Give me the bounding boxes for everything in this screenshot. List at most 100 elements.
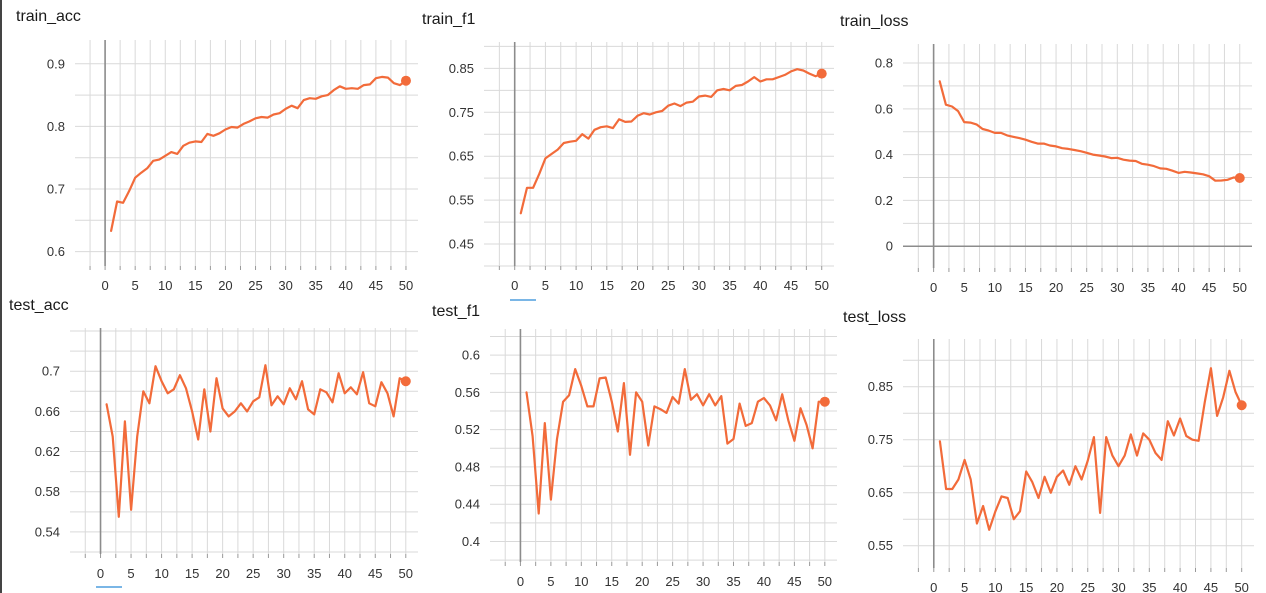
x-tick-label: 45: [1202, 280, 1216, 295]
x-tick-label: 0: [930, 580, 937, 593]
y-tick-label: 0.7: [42, 364, 60, 379]
x-tick-label: 10: [154, 566, 168, 581]
x-tick-label: 15: [605, 574, 619, 589]
chart-title: train_loss: [840, 13, 909, 30]
x-tick-label: 0: [511, 278, 518, 293]
chart-panel-test-loss: test_loss 0 5 10 15 20 25 30 35 40 45 50 0.55 0.65 0.…: [840, 296, 1266, 593]
x-tick-label: 5: [542, 278, 549, 293]
last-point-marker: [1236, 400, 1247, 411]
x-tick-label: 25: [1079, 280, 1093, 295]
y-tick-label: 0.55: [868, 538, 893, 553]
y-tick-label: 0.7: [47, 181, 65, 196]
x-tick-label: 50: [399, 566, 413, 581]
train-loss-plot: 0 5 10 15 20 25 30 35 40 45 50 0 0.2 0.4 0.6 0.8: [875, 44, 1252, 295]
x-tick-label: 0: [517, 574, 524, 589]
window-left-border: [0, 0, 2, 593]
chart-title: test_acc: [9, 297, 69, 314]
x-tick-label: 25: [665, 574, 679, 589]
x-tick-label: 40: [339, 278, 353, 293]
x-tick-label: 50: [399, 278, 413, 293]
y-tick-label: 0.8: [47, 119, 65, 134]
x-tick-label: 5: [961, 280, 968, 295]
y-tick-label: 0.66: [35, 404, 60, 419]
x-tick-label: 5: [127, 566, 134, 581]
chart-panel-train-acc: train_acc 0 5 10 15 20 25 30 35 40 45 50 0.6 0.7 0.8 0…: [0, 0, 422, 296]
y-tick-label: 0.4: [875, 147, 893, 162]
last-point-marker: [819, 396, 830, 407]
y-tick-label: 0.65: [868, 485, 893, 500]
x-tick-label: 45: [369, 278, 383, 293]
x-tick-label: 30: [1110, 280, 1124, 295]
y-tick-label: 0.6: [462, 348, 480, 363]
x-tick-label: 10: [158, 278, 172, 293]
x-tick-label: 45: [368, 566, 382, 581]
x-tick-label: 20: [215, 566, 229, 581]
test-acc-plot: 0 5 10 15 20 25 30 35 40 45 50 0.54 0.58 0.62 0.66 0.7: [35, 328, 418, 581]
series-line: [525, 367, 826, 515]
x-tick-label: 35: [307, 566, 321, 581]
chart-title: train_acc: [16, 8, 81, 25]
x-tick-label: 0: [101, 278, 108, 293]
x-tick-label: 35: [308, 278, 322, 293]
legend-hint-line: [510, 299, 536, 301]
y-tick-label: 0.4: [462, 534, 480, 549]
chart-panel-train-loss: train_loss 0 5 10 15 20 25 30 35 40 45 50 0 0.2 0.4 0.…: [840, 0, 1266, 296]
last-point-marker: [400, 75, 411, 86]
x-tick-label: 35: [722, 278, 736, 293]
x-tick-label: 25: [246, 566, 260, 581]
x-tick-label: 40: [753, 278, 767, 293]
y-tick-label: 0.44: [455, 497, 480, 512]
series-line: [938, 80, 1241, 182]
x-tick-label: 40: [1171, 280, 1185, 295]
x-tick-label: 50: [1233, 280, 1247, 295]
x-tick-label: 10: [988, 580, 1002, 593]
y-tick-label: 0.85: [868, 379, 893, 394]
x-tick-label: 50: [1234, 580, 1248, 593]
y-tick-label: 0.54: [35, 524, 60, 539]
x-tick-label: 5: [547, 574, 554, 589]
y-tick-label: 0.55: [449, 193, 474, 208]
y-tick-label: 0.62: [35, 444, 60, 459]
chart-title: test_f1: [432, 303, 481, 320]
series-line: [519, 68, 823, 215]
y-tick-label: 0.65: [449, 149, 474, 164]
x-tick-label: 20: [218, 278, 232, 293]
x-tick-label: 35: [1141, 280, 1155, 295]
y-tick-label: 0.9: [47, 56, 65, 71]
x-tick-label: 45: [784, 278, 798, 293]
chart-panel-test-acc: test_acc 0 5 10 15 20 25 30 35 40 45 50 0.54 0.58 0.6…: [0, 296, 422, 593]
y-tick-label: 0.58: [35, 484, 60, 499]
x-tick-label: 50: [814, 278, 828, 293]
train-f1-plot: 0 5 10 15 20 25 30 35 40 45 50 0.45 0.55 0.65 0.75 0.85: [449, 42, 834, 293]
test-loss-plot: 0 5 10 15 20 25 30 35 40 45 50 0.55 0.65 0.75 0.85: [868, 339, 1254, 593]
x-tick-label: 10: [569, 278, 583, 293]
series-line: [109, 75, 408, 232]
x-tick-label: 40: [1173, 580, 1187, 593]
last-point-marker: [816, 68, 827, 79]
y-tick-label: 0.56: [455, 385, 480, 400]
x-tick-label: 15: [1018, 280, 1032, 295]
x-tick-label: 15: [185, 566, 199, 581]
x-tick-label: 20: [1050, 580, 1064, 593]
chart-panel-train-f1: train_f1 0 5 10 15 20 25 30 35 40 45 50 0.45 0.55 0.6…: [422, 0, 838, 301]
x-tick-label: 25: [248, 278, 262, 293]
x-tick-label: 25: [1081, 580, 1095, 593]
x-tick-label: 40: [338, 566, 352, 581]
y-tick-label: 0.52: [455, 422, 480, 437]
y-tick-label: 0.75: [449, 105, 474, 120]
x-tick-label: 20: [1049, 280, 1063, 295]
x-tick-label: 10: [574, 574, 588, 589]
y-tick-label: 0.2: [875, 193, 893, 208]
x-tick-label: 20: [635, 574, 649, 589]
x-tick-label: 0: [930, 280, 937, 295]
x-tick-label: 30: [696, 574, 710, 589]
x-tick-label: 50: [818, 574, 832, 589]
train-acc-plot: 0 5 10 15 20 25 30 35 40 45 50 0.6 0.7 0.8 0.9: [47, 40, 418, 293]
test-f1-plot: 0 5 10 15 20 25 30 35 40 45 50 0.4 0.44 0.48 0.52 0.56 0…: [455, 329, 837, 589]
chart-title: test_loss: [843, 309, 907, 326]
y-tick-label: 0.75: [868, 432, 893, 447]
x-tick-label: 40: [757, 574, 771, 589]
x-tick-label: 5: [961, 580, 968, 593]
x-tick-label: 5: [132, 278, 139, 293]
x-tick-label: 30: [692, 278, 706, 293]
